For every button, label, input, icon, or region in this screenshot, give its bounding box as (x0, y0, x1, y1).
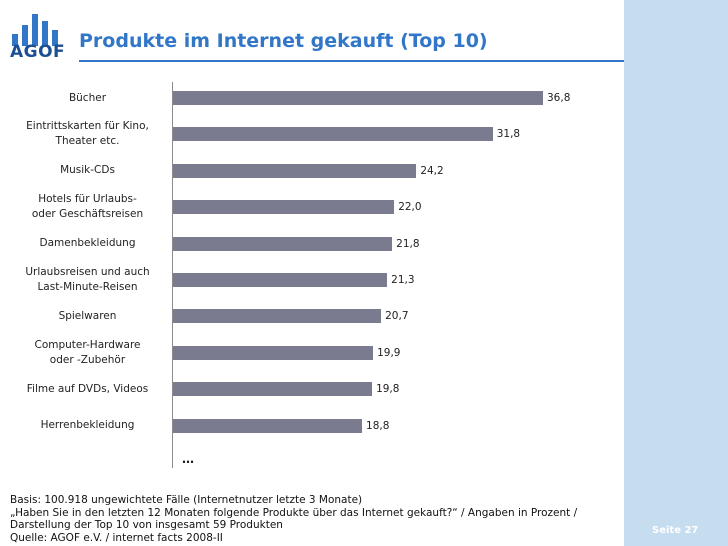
category-label-line: Bücher (68, 91, 107, 104)
bar-value-label: 22,0 (398, 201, 422, 214)
logo-bar-3 (32, 14, 38, 46)
category-label-text: Herrenbekleidung (41, 418, 135, 433)
category-label-line: Last-Minute-Reisen (37, 281, 138, 293)
right-sidebar (624, 0, 728, 546)
category-label-text: Urlaubsreisen und auch Last-Minute-Reisen (25, 265, 149, 295)
bar-value-label: 24,2 (420, 164, 444, 177)
category-label: Herrenbekleidung (10, 418, 165, 433)
category-label-line: oder Geschäftsreisen (31, 208, 144, 221)
category-label-text: Damenbekleidung (39, 236, 135, 251)
footnote-line: Quelle: AGOF e.V. / internet facts 2008-… (10, 531, 223, 544)
bar (173, 91, 543, 105)
bar (173, 127, 493, 142)
category-label-line: Damenbekleidung (39, 237, 136, 250)
bar (173, 382, 373, 397)
category-label-text: Musik-CDs (60, 163, 115, 178)
category-label: Spielwaren (10, 309, 165, 324)
logo-bar-1 (12, 34, 18, 46)
footnote-line: „Haben Sie in den letzten 12 Monaten fol… (10, 506, 578, 519)
bar (173, 418, 363, 433)
footnote: Basis: 100.918 ungewichtete Fälle (Inter… (10, 494, 622, 544)
bar-value-label: 19,8 (376, 383, 400, 396)
chart-continuation: … (182, 452, 194, 466)
bar-value-label: 31,8 (496, 128, 521, 141)
category-label: Hotels für Urlaubs-oder Geschäftsreisen (10, 192, 165, 222)
logo-bar-4 (42, 21, 48, 46)
bar (173, 200, 395, 215)
category-label-line: Musik-CDs (60, 164, 115, 177)
footnote-line: Basis: 100.918 ungewichtete Fälle (Inter… (10, 494, 363, 506)
category-label-line: Theater etc. (55, 135, 120, 148)
category-axis-line (172, 82, 173, 468)
agof-logo-icon (12, 14, 58, 46)
bar-value-label: 21,3 (391, 274, 415, 286)
bar-value-label: 18,8 (366, 419, 390, 432)
category-label-line: Eintrittskarten für Kino, (26, 120, 149, 133)
bar-value-label: 19,9 (377, 346, 401, 359)
category-label: Filme auf DVDs, Videos (10, 382, 165, 397)
page-number: Seite 27 (652, 525, 699, 536)
category-label-line: Filme auf DVDs, Videos (26, 382, 149, 395)
category-label-text: Eintrittskarten für Kino, Theater etc. (26, 119, 149, 149)
category-label: Bücher (10, 91, 165, 106)
category-label-line: oder -Zubehör (49, 353, 126, 366)
bar-value-label: 21,8 (396, 237, 420, 250)
category-label-text: Hotels für Urlaubs-oder Geschäftsreisen (32, 192, 143, 222)
category-label: Musik-CDs (10, 163, 165, 178)
category-label: Computer-Hardware oder -Zubehör (10, 338, 165, 368)
category-label-text: Computer-Hardware oder -Zubehör (34, 338, 140, 368)
category-label: Eintrittskarten für Kino, Theater etc. (10, 119, 165, 149)
category-label: Damenbekleidung (10, 236, 165, 251)
category-label-line: Hotels für Urlaubs- (38, 193, 137, 206)
bar (173, 345, 374, 360)
bar (173, 163, 417, 178)
category-label-text: Filme auf DVDs, Videos (27, 382, 148, 397)
category-label-line: Urlaubsreisen und auch (25, 266, 150, 278)
bar-value-label: 20,7 (385, 310, 409, 323)
bar (173, 309, 382, 324)
category-label: Urlaubsreisen und auch Last-Minute-Reisen (10, 265, 165, 295)
category-label-text: Bücher (69, 91, 106, 106)
bar (173, 236, 393, 251)
category-label-line: Herrenbekleidung (40, 419, 135, 432)
category-label-line: Spielwaren (58, 309, 117, 322)
bar (173, 273, 388, 287)
title-underline (79, 60, 624, 62)
category-label-text: Spielwaren (59, 309, 117, 324)
category-label-line: Computer-Hardware (34, 338, 141, 351)
logo-bar-5 (52, 30, 58, 46)
page-title: Produkte im Internet gekauft (Top 10) (79, 30, 488, 52)
bar-value-label: 36,8 (547, 92, 571, 104)
logo-text: AGOF (10, 42, 66, 62)
footnote-line: Darstellung der Top 10 von insgesamt 59 … (10, 519, 283, 531)
logo-bar-2 (22, 25, 28, 46)
